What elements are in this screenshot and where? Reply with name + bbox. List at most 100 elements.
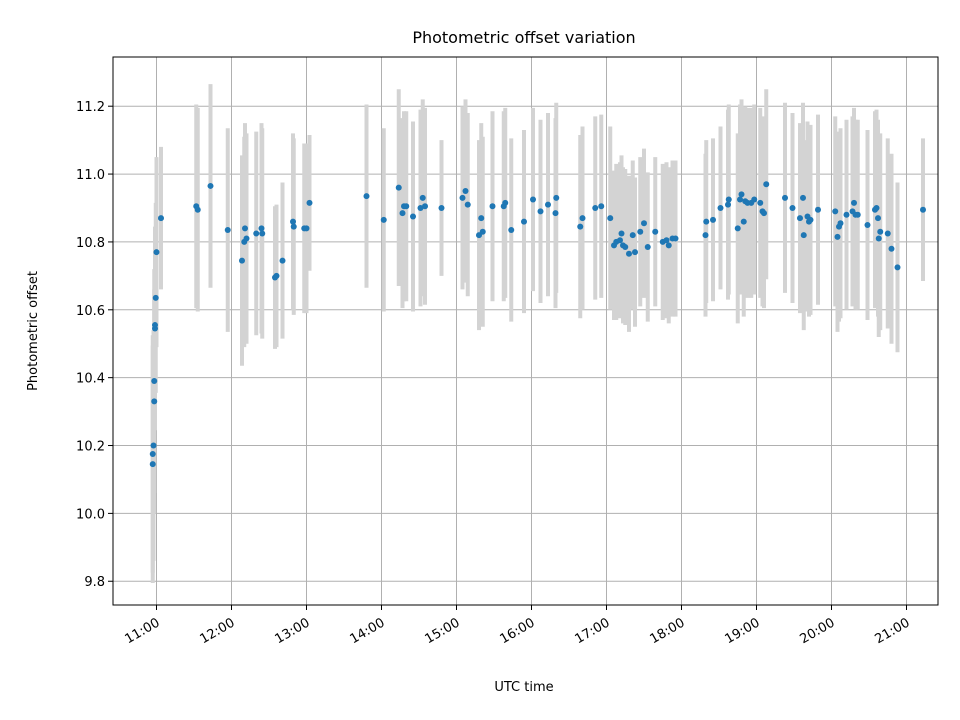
- data-point: [652, 228, 659, 235]
- y-tick-label: 11.2: [76, 100, 105, 115]
- data-point: [851, 199, 857, 206]
- data-point: [761, 210, 767, 217]
- data-point: [738, 191, 745, 198]
- data-point: [837, 220, 844, 227]
- data-point: [380, 216, 387, 223]
- data-point: [763, 181, 770, 188]
- data-point: [150, 442, 157, 449]
- data-point: [224, 227, 231, 234]
- data-point: [751, 196, 758, 203]
- y-tick-label: 10.0: [76, 507, 105, 522]
- data-point: [703, 218, 710, 225]
- data-point: [577, 223, 584, 230]
- data-point: [920, 206, 926, 213]
- data-point: [875, 235, 882, 242]
- data-point: [888, 245, 895, 252]
- x-axis-label: UTC time: [494, 680, 553, 695]
- data-point: [789, 204, 796, 211]
- data-point: [479, 228, 486, 235]
- data-point: [873, 204, 880, 211]
- data-point: [832, 208, 839, 215]
- data-point: [807, 216, 814, 223]
- y-tick-label: 10.6: [76, 304, 105, 319]
- data-point: [702, 232, 709, 239]
- data-point: [290, 218, 296, 225]
- data-point: [672, 235, 679, 242]
- y-tick-label: 11.0: [76, 168, 105, 183]
- data-point: [864, 221, 871, 228]
- y-tick-label: 10.8: [76, 236, 105, 251]
- data-point: [579, 215, 586, 222]
- data-point: [152, 294, 159, 301]
- data-point: [290, 223, 297, 230]
- data-point: [663, 237, 670, 244]
- y-tick-label: 9.8: [84, 575, 105, 590]
- data-point: [740, 218, 747, 225]
- data-point: [239, 257, 245, 264]
- data-point: [725, 201, 731, 208]
- data-point: [552, 210, 559, 217]
- data-point: [399, 210, 406, 217]
- data-point: [422, 203, 428, 210]
- data-point: [151, 398, 158, 405]
- data-point: [815, 206, 821, 213]
- data-point: [242, 225, 248, 232]
- plot-frame: [112, 56, 939, 606]
- data-point: [598, 203, 605, 210]
- data-point: [877, 228, 884, 235]
- data-point: [489, 203, 496, 210]
- data-point: [259, 230, 266, 237]
- data-point: [875, 215, 881, 222]
- data-point: [834, 233, 841, 240]
- data-point: [665, 242, 672, 249]
- data-point: [545, 201, 551, 208]
- data-point: [438, 204, 445, 211]
- data-point: [306, 199, 313, 206]
- data-point: [537, 208, 544, 215]
- data-point: [757, 199, 764, 206]
- y-axis-label: Photometric offset: [26, 271, 41, 391]
- data-point: [462, 188, 469, 195]
- data-point: [478, 215, 485, 222]
- data-points: [149, 181, 926, 468]
- data-point: [258, 225, 265, 232]
- data-point: [273, 272, 280, 279]
- data-point: [149, 451, 156, 458]
- data-point: [502, 199, 509, 206]
- y-axis-ticks: 9.8 10.0 10.2 10.4 10.6 10.8 11.0 11.2: [76, 100, 113, 590]
- data-point: [592, 204, 599, 211]
- data-point: [618, 230, 625, 237]
- data-point: [641, 220, 647, 227]
- data-point: [303, 225, 310, 232]
- data-point: [637, 228, 644, 235]
- y-tick-label: 10.4: [76, 372, 105, 387]
- data-point: [152, 322, 158, 329]
- data-point: [797, 215, 803, 222]
- data-point: [725, 196, 732, 203]
- data-point: [417, 204, 424, 211]
- data-point: [419, 194, 426, 201]
- data-point: [843, 211, 850, 218]
- data-point: [243, 235, 250, 242]
- data-point: [737, 196, 743, 203]
- data-point: [626, 250, 632, 257]
- data-point: [632, 249, 638, 256]
- data-point: [508, 227, 515, 234]
- data-point: [644, 244, 651, 251]
- data-point: [607, 215, 614, 222]
- data-point: [151, 378, 158, 385]
- data-point: [521, 218, 527, 225]
- data-point: [800, 194, 806, 201]
- data-point: [410, 213, 416, 220]
- data-point: [629, 232, 636, 239]
- data-point: [464, 201, 471, 208]
- data-point: [194, 206, 201, 213]
- data-point: [553, 194, 560, 201]
- data-point: [884, 230, 891, 237]
- data-point: [158, 215, 164, 222]
- data-point: [253, 230, 260, 237]
- data-point: [710, 216, 716, 223]
- data-point: [149, 461, 156, 468]
